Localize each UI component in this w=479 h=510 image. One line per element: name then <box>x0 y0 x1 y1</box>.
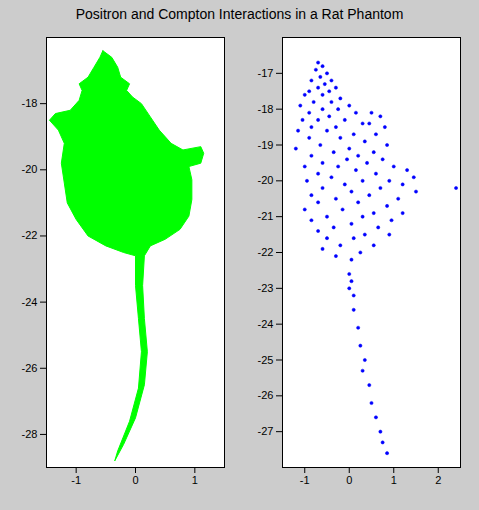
svg-text:-26: -26 <box>257 389 273 401</box>
svg-text:1: 1 <box>191 474 197 486</box>
svg-text:-22: -22 <box>257 246 273 258</box>
svg-text:-25: -25 <box>257 354 273 366</box>
html-text:Positron and Compton Interacti: Positron and Compton Interactions in a R… <box>75 6 404 22</box>
svg-text:-1: -1 <box>71 474 81 486</box>
svg-text:-28: -28 <box>21 428 37 440</box>
svg-text:0: 0 <box>132 474 138 486</box>
svg-text:-24: -24 <box>21 296 37 308</box>
svg-text:-23: -23 <box>257 282 273 294</box>
svg-text:-21: -21 <box>257 210 273 222</box>
svg-text:-18: -18 <box>257 103 273 115</box>
svg-text:-27: -27 <box>257 425 273 437</box>
svg-text:-22: -22 <box>21 229 37 241</box>
svg-text:-20: -20 <box>21 163 37 175</box>
svg-text:-19: -19 <box>257 139 273 151</box>
svg-text:-1: -1 <box>299 474 309 486</box>
svg-text:0: 0 <box>346 474 352 486</box>
svg-text:-17: -17 <box>257 67 273 79</box>
svg-text:2: 2 <box>435 474 441 486</box>
svg-text:1: 1 <box>390 474 396 486</box>
svg-text:-20: -20 <box>257 174 273 186</box>
svg-text:-24: -24 <box>257 318 273 330</box>
svg-text:-18: -18 <box>21 97 37 109</box>
svg-text:-26: -26 <box>21 362 37 374</box>
